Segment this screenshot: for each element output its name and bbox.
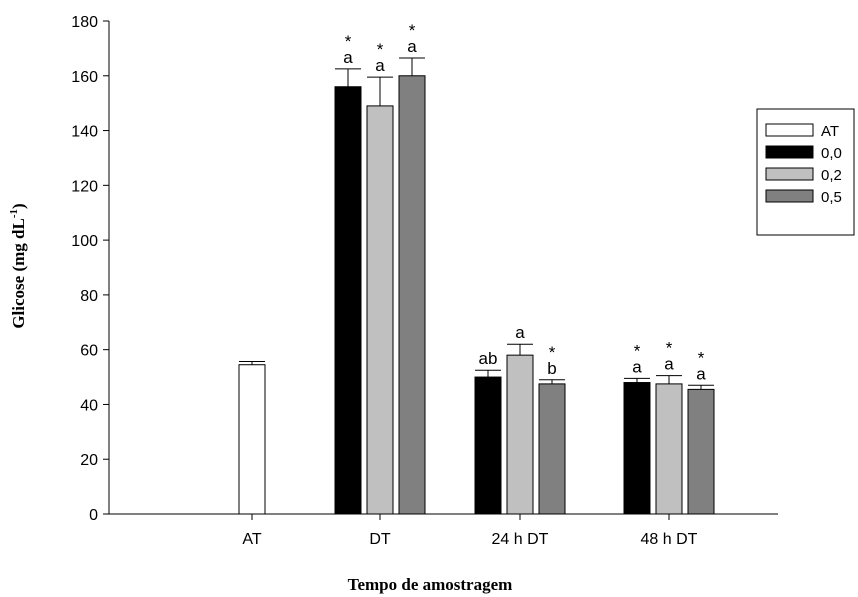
legend: AT 0,0 0,2 0,5 [756,108,855,236]
significance-letter: a [515,323,525,342]
legend-label: 0,5 [821,189,842,206]
legend-swatch [765,123,814,137]
y-tick-label: 160 [71,69,98,86]
y-tick-label: 0 [89,507,98,524]
y-tick-label: 140 [71,124,98,141]
bar [366,105,394,515]
significance-star: * [549,343,556,362]
significance-letter: a [632,357,642,376]
x-tick-label: DT [369,531,391,548]
significance-letter: a [343,48,353,67]
significance-star: * [698,348,705,367]
legend-label: AT [821,123,839,140]
legend-swatch [765,189,814,203]
significance-letter: a [664,355,674,374]
legend-label: 0,0 [821,145,842,162]
bar [655,383,683,515]
bar [538,383,566,515]
bar [474,376,502,515]
y-tick-label: 100 [71,233,98,250]
bar [506,354,534,515]
legend-swatch [765,167,814,181]
significance-letter: a [375,56,385,75]
significance-letter: b [547,359,556,378]
axes: 0 20 40 60 80 100 120 140 160 180 AT DT 24 h DT 48 h … [71,14,778,548]
bar [398,75,426,515]
significance-letter: a [407,37,417,56]
y-tick-label: 60 [80,343,98,360]
bar [238,364,266,515]
y-tick-label: 40 [80,397,98,414]
significance-star: * [377,40,384,59]
x-tick-label: 48 h DT [641,531,698,548]
significance-star: * [345,32,352,51]
x-tick-label: AT [242,531,261,548]
significance-star: * [666,339,673,358]
bar [623,382,651,515]
y-tick-label: 120 [71,178,98,195]
significance-star: * [409,21,416,40]
bar [687,388,715,515]
y-tick-label: 180 [71,14,98,31]
legend-label: 0,2 [821,167,842,184]
bar [334,86,362,515]
legend-swatch [765,145,814,159]
x-axis-title: Tempo de amostragem [348,575,513,594]
y-tick-label: 80 [80,288,98,305]
y-tick-label: 20 [80,452,98,469]
significance-letter: a [696,364,706,383]
x-tick-label: 24 h DT [492,531,549,548]
significance-letter: ab [479,349,498,368]
bars [238,57,715,515]
significance-star: * [634,341,641,360]
y-axis-title: Glicose (mg dL-1) [8,203,28,328]
